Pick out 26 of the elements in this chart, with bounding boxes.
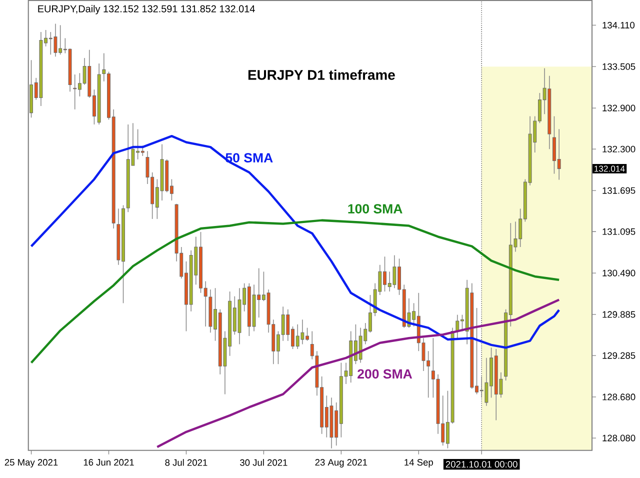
y-tick-label: 129.885 bbox=[602, 311, 636, 318]
y-tick-label: 128.080 bbox=[602, 434, 636, 442]
y-tick-label: 133.505 bbox=[602, 63, 636, 70]
chart-subtitle: EURJPY,Daily 132.152 132.591 131.852 132.014 bbox=[38, 4, 255, 14]
y-tick-label: 132.900 bbox=[602, 104, 636, 112]
x-tick-label: 16 Jun 2021 bbox=[84, 458, 134, 466]
x-tick-label: 2021.10.01 00:00 bbox=[446, 460, 518, 468]
y-tick-label: 131.695 bbox=[602, 187, 636, 194]
y-tick-label: 132.300 bbox=[602, 146, 636, 152]
y-tick-label: 128.680 bbox=[602, 394, 636, 400]
line-series bbox=[30, 134, 560, 349]
y-tick-label: 134.110 bbox=[602, 22, 635, 28]
text: EURJPY D1 timeframe bbox=[248, 70, 395, 80]
x-tick-label: 25 May 2021 bbox=[4, 458, 58, 468]
y-tick-label: 130.490 bbox=[602, 270, 636, 276]
line-series bbox=[156, 298, 560, 448]
line-series bbox=[30, 219, 560, 364]
x-tick-label: 14 Sep bbox=[404, 458, 433, 468]
series-label: 100 SMA bbox=[348, 204, 402, 214]
text: 132.014 bbox=[594, 166, 625, 172]
x-tick-label: 30 Jul 2021 bbox=[240, 458, 288, 466]
x-tick-label: 23 Aug 2021 bbox=[315, 458, 368, 468]
series-label: 200 SMA bbox=[358, 369, 412, 379]
x-tick-label: 8 Jul 2021 bbox=[165, 458, 208, 466]
y-tick-label: 131.095 bbox=[602, 228, 636, 235]
y-tick-label: 129.285 bbox=[602, 352, 636, 359]
